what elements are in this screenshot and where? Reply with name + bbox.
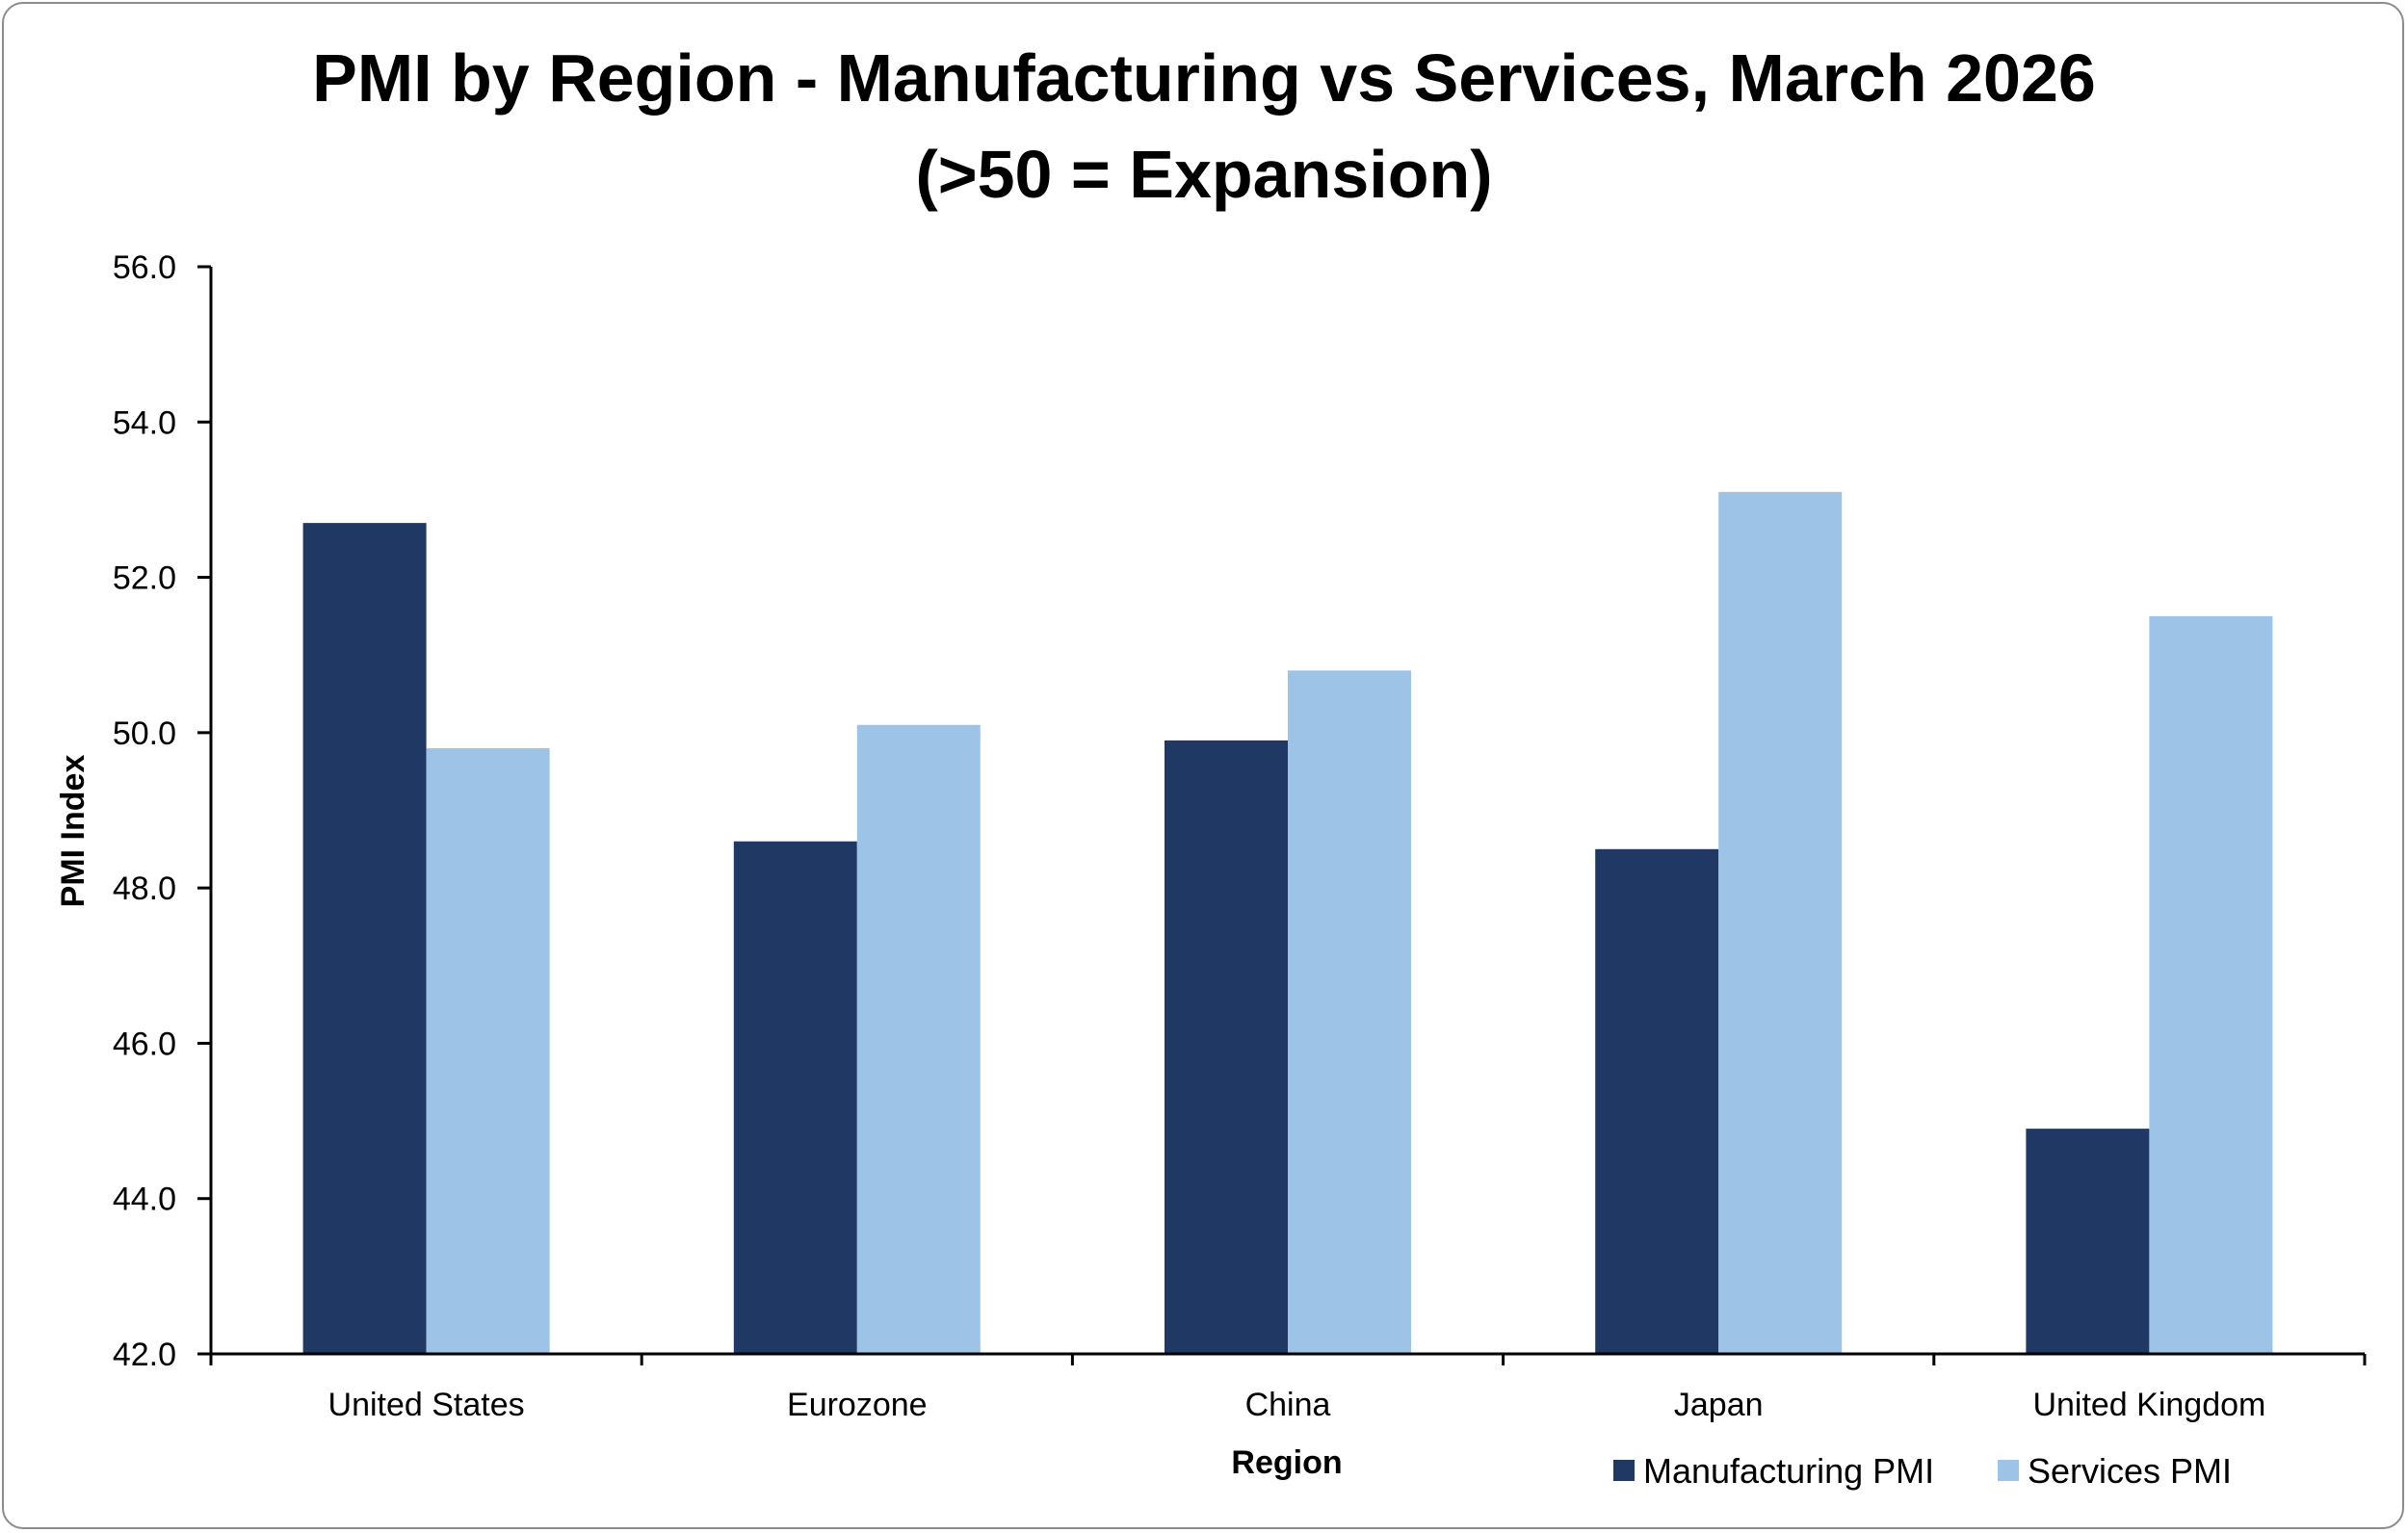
y-tick-label: 46.0 [113,1026,176,1062]
legend-swatch [1998,1460,2019,1481]
bar-services-china [1288,670,1411,1354]
bar-manufacturing-united-states [302,523,427,1354]
y-tick-label: 56.0 [113,249,176,286]
bar-services-united-states [426,747,550,1354]
x-tick-label: United Kingdom [2032,1387,2265,1423]
bars-layer [302,491,2273,1355]
x-tick-label: Eurozone [787,1387,928,1423]
legend: Manufacturing PMI Services PMI [1613,1451,2232,1491]
axes-layer: 42.0 44.0 46.0 48.0 50.0 52.0 54.0 56.0 United S… [113,249,2367,1423]
legend-swatch [1613,1460,1635,1481]
y-tick-label: 42.0 [113,1337,176,1373]
bar-manufacturing-united-kingdom [2026,1129,2150,1354]
x-axis-title: Region [1231,1444,1342,1481]
bar-manufacturing-japan [1595,848,1719,1354]
x-tick-label: China [1245,1387,1331,1423]
y-tick-label: 44.0 [113,1182,176,1218]
bar-services-eurozone [856,724,981,1354]
y-tick-label: 52.0 [113,560,176,597]
bar-services-japan [1718,491,1843,1355]
bar-manufacturing-china [1165,740,1288,1354]
legend-label: Manufacturing PMI [1643,1451,1934,1491]
y-axis-title: PMI Index [55,755,92,908]
x-tick-label: United States [328,1387,525,1423]
chart-title: PMI by Region - Manufacturing vs Service… [312,40,2096,116]
y-tick-label: 50.0 [113,715,176,752]
bar-services-united-kingdom [2149,615,2273,1354]
bar-manufacturing-eurozone [733,841,857,1354]
chart-subtitle: (>50 = Expansion) [915,137,1492,212]
legend-label: Services PMI [2028,1451,2232,1491]
x-tick-label: Japan [1674,1387,1764,1423]
y-tick-label: 48.0 [113,870,176,907]
y-tick-label: 54.0 [113,404,176,441]
